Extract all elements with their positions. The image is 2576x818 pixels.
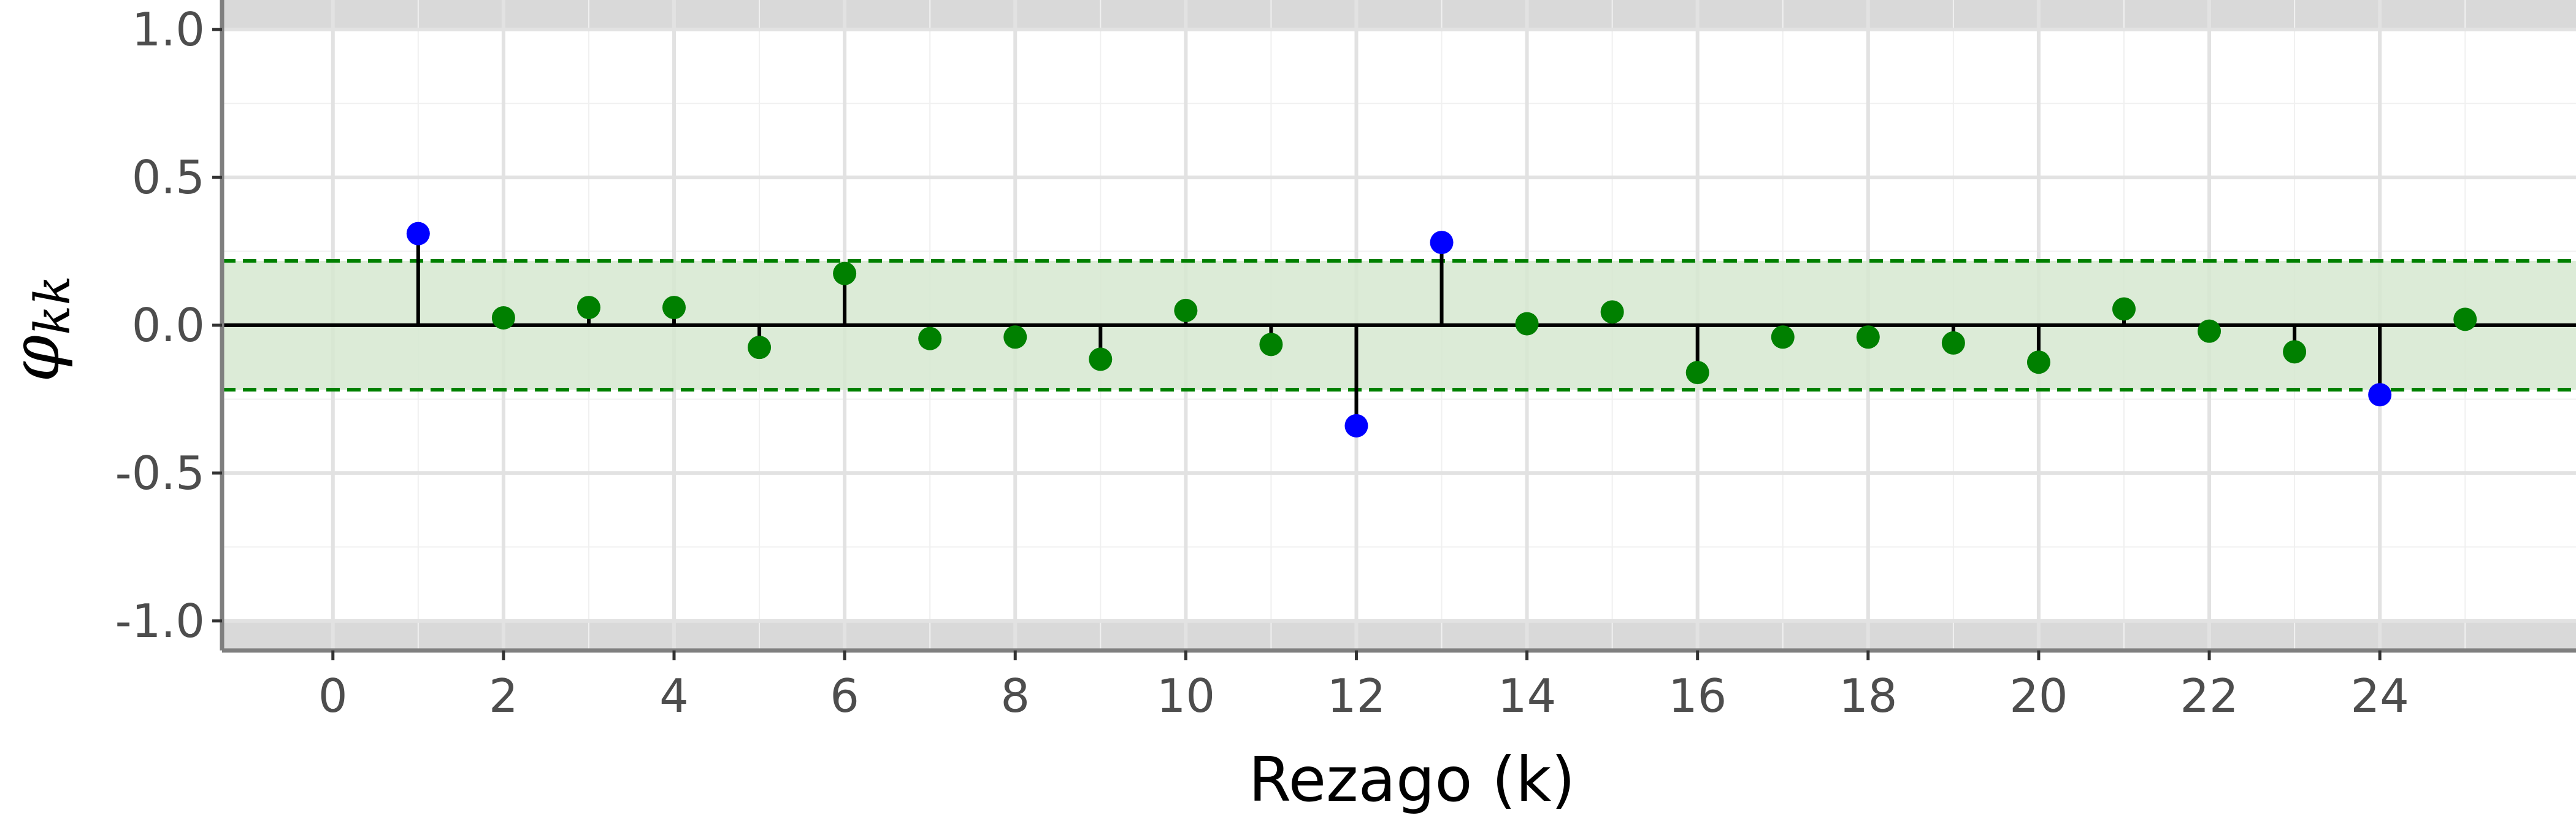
tick-labels: 1.00.50.0-0.5-1.00 2 4 6 8 10 12 14 16 18 20 22 24: [115, 2, 2409, 723]
x-tick-label: 20: [2009, 669, 2068, 723]
point-lag-15: [1600, 300, 1624, 324]
confidence-band: [222, 258, 2576, 392]
point-lag-23: [2283, 340, 2307, 364]
lower-out-of-range-region: [222, 620, 2576, 650]
point-lag-6: [833, 261, 857, 285]
point-lag-3: [577, 296, 600, 320]
svg-text:φkk: φkk: [0, 276, 81, 382]
point-lag-12: [1344, 414, 1368, 438]
x-tick-label: 24: [2350, 669, 2409, 723]
x-tick-label: 8: [1000, 669, 1030, 723]
x-tick-label: 0: [318, 669, 348, 723]
upper-out-of-range-region: [222, 0, 2576, 30]
point-lag-20: [2026, 350, 2050, 374]
y-tick-label: -0.5: [115, 446, 205, 500]
y-tick-label: -1.0: [115, 594, 205, 648]
point-lag-5: [748, 336, 772, 360]
axes: [212, 0, 2576, 660]
point-lag-2: [491, 306, 515, 330]
point-lag-11: [1259, 333, 1283, 357]
y-axis-title-main: φ: [0, 335, 74, 382]
x-tick-label: 6: [830, 669, 859, 723]
x-tick-label: 22: [2180, 669, 2238, 723]
y-tick-label: 1.0: [132, 2, 205, 56]
x-tick-label: 12: [1327, 669, 1386, 723]
y-axis-title: φkk: [0, 276, 81, 382]
point-lag-8: [1003, 325, 1027, 349]
point-lag-22: [2198, 319, 2221, 343]
point-lag-7: [918, 326, 942, 350]
point-lag-1: [406, 222, 430, 245]
x-tick-label: 16: [1668, 669, 1727, 723]
point-lag-4: [662, 296, 686, 320]
point-lag-14: [1515, 312, 1539, 336]
point-lag-24: [2368, 383, 2392, 407]
point-lag-18: [1856, 325, 1880, 349]
y-tick-label: 0.0: [132, 298, 205, 352]
point-lag-21: [2112, 297, 2136, 321]
x-tick-label: 2: [489, 669, 518, 723]
point-lag-17: [1771, 325, 1795, 349]
x-tick-label: 10: [1157, 669, 1215, 723]
point-lag-25: [2453, 307, 2477, 331]
y-axis-title-sub: kk: [24, 276, 81, 335]
point-lag-13: [1430, 231, 1454, 255]
x-tick-label: 4: [659, 669, 689, 723]
x-tick-label: 14: [1498, 669, 1556, 723]
point-lag-10: [1174, 298, 1198, 322]
x-axis-title: Rezago (k): [1249, 744, 1576, 816]
points: [406, 222, 2477, 438]
point-lag-9: [1089, 347, 1113, 371]
point-lag-19: [1941, 331, 1965, 355]
y-tick-label: 0.5: [132, 150, 205, 204]
x-tick-label: 18: [1839, 669, 1897, 723]
point-lag-16: [1685, 361, 1709, 385]
